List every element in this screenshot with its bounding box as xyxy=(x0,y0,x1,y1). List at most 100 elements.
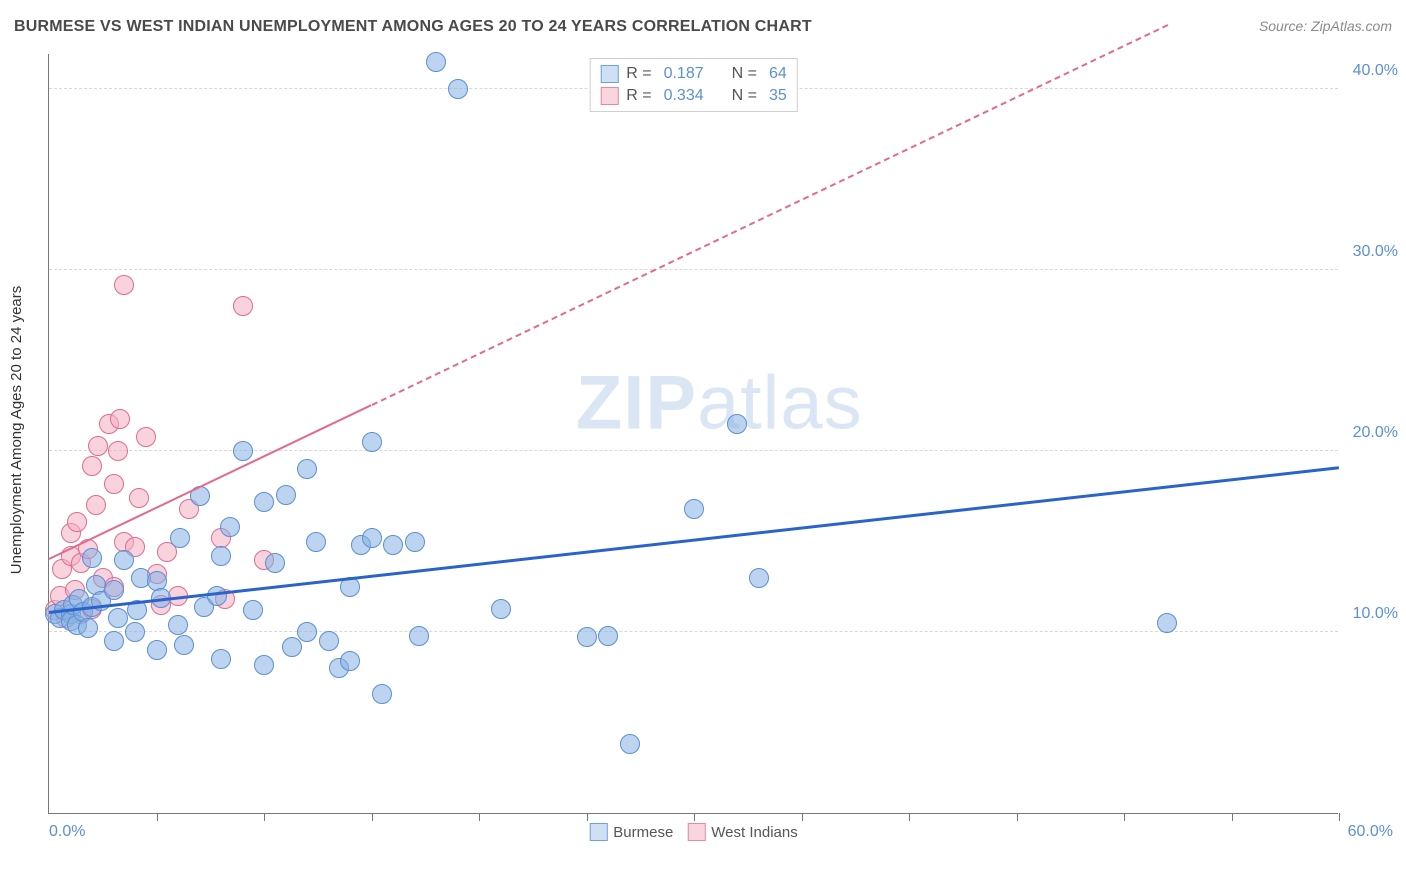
x-tick xyxy=(909,813,910,821)
scatter-point-westindian xyxy=(114,275,134,295)
scatter-point-burmese xyxy=(243,600,263,620)
scatter-point-burmese xyxy=(684,499,704,519)
scatter-point-burmese xyxy=(362,528,382,548)
y-axis-label: Unemployment Among Ages 20 to 24 years xyxy=(8,286,25,575)
chart-title: BURMESE VS WEST INDIAN UNEMPLOYMENT AMON… xyxy=(14,18,812,36)
r-label: R = xyxy=(626,65,651,83)
scatter-point-burmese xyxy=(297,459,317,479)
n-label: N = xyxy=(732,65,757,83)
scatter-point-burmese xyxy=(220,517,240,537)
scatter-point-westindian xyxy=(86,495,106,515)
legend-label: West Indians xyxy=(711,824,797,841)
gridline xyxy=(49,631,1338,632)
scatter-point-westindian xyxy=(136,427,156,447)
x-tick xyxy=(1124,813,1125,821)
legend-swatch xyxy=(600,65,618,83)
scatter-point-burmese xyxy=(620,734,640,754)
watermark-zip: ZIP xyxy=(576,361,697,446)
n-value: 64 xyxy=(769,65,787,83)
x-tick xyxy=(587,813,588,821)
scatter-point-burmese xyxy=(426,52,446,72)
source-prefix: Source: xyxy=(1259,18,1311,34)
scatter-point-burmese xyxy=(211,649,231,669)
x-tick xyxy=(372,813,373,821)
gridline xyxy=(49,269,1338,270)
scatter-point-burmese xyxy=(362,432,382,452)
scatter-point-burmese xyxy=(383,535,403,555)
scatter-point-westindian xyxy=(67,512,87,532)
scatter-point-westindian xyxy=(104,474,124,494)
x-tick xyxy=(479,813,480,821)
scatter-point-burmese xyxy=(577,627,597,647)
scatter-point-burmese xyxy=(306,532,326,552)
source-attribution: Source: ZipAtlas.com xyxy=(1259,18,1392,36)
scatter-point-burmese xyxy=(108,608,128,628)
series-legend: Burmese West Indians xyxy=(589,823,797,841)
y-tick-label: 10.0% xyxy=(1353,605,1398,623)
scatter-point-burmese xyxy=(598,626,618,646)
scatter-point-burmese xyxy=(254,492,274,512)
scatter-point-burmese xyxy=(82,548,102,568)
y-tick-label: 30.0% xyxy=(1353,243,1398,261)
scatter-point-westindian xyxy=(88,436,108,456)
x-tick xyxy=(694,813,695,821)
x-tick xyxy=(802,813,803,821)
scatter-point-burmese xyxy=(170,528,190,548)
plot-area: ZIPatlas R =0.187N =64R =0.334N =35 Burm… xyxy=(48,54,1338,814)
stats-legend-row: R = 0.187 N = 64 xyxy=(600,63,787,85)
scatter-point-burmese xyxy=(78,618,98,638)
scatter-point-burmese xyxy=(372,684,392,704)
y-tick-label: 40.0% xyxy=(1353,62,1398,80)
r-value: 0.187 xyxy=(664,65,704,83)
stats-legend: R = 0.187 N = 64 R = 0.334 N = 35 xyxy=(589,58,798,112)
scatter-point-burmese xyxy=(276,485,296,505)
legend-swatch xyxy=(600,87,618,105)
scatter-point-burmese xyxy=(282,637,302,657)
trend-line-burmese xyxy=(49,466,1339,614)
scatter-point-westindian xyxy=(110,409,130,429)
scatter-point-burmese xyxy=(491,599,511,619)
n-label: N = xyxy=(732,87,757,105)
x-tick xyxy=(1017,813,1018,821)
legend-swatch xyxy=(589,823,607,841)
scatter-point-burmese xyxy=(125,622,145,642)
scatter-point-burmese xyxy=(104,580,124,600)
y-tick-label: 20.0% xyxy=(1353,424,1398,442)
scatter-point-burmese xyxy=(254,655,274,675)
scatter-point-westindian xyxy=(108,441,128,461)
legend-item: Burmese xyxy=(589,823,673,841)
scatter-point-burmese xyxy=(233,441,253,461)
x-tick xyxy=(264,813,265,821)
scatter-point-burmese xyxy=(448,79,468,99)
scatter-point-burmese xyxy=(147,640,167,660)
scatter-point-burmese xyxy=(319,631,339,651)
x-tick xyxy=(157,813,158,821)
scatter-point-burmese xyxy=(265,553,285,573)
x-tick xyxy=(1232,813,1233,821)
r-value: 0.334 xyxy=(664,87,704,105)
stats-legend-row: R = 0.334 N = 35 xyxy=(600,85,787,107)
scatter-point-westindian xyxy=(82,456,102,476)
r-label: R = xyxy=(626,87,651,105)
scatter-point-burmese xyxy=(297,622,317,642)
watermark-atlas: atlas xyxy=(697,361,863,446)
watermark: ZIPatlas xyxy=(576,360,863,447)
scatter-point-burmese xyxy=(114,550,134,570)
scatter-point-westindian xyxy=(233,296,253,316)
n-value: 35 xyxy=(769,87,787,105)
x-axis-min-label: 0.0% xyxy=(49,823,85,841)
source-name: ZipAtlas.com xyxy=(1311,18,1392,34)
scatter-point-burmese xyxy=(749,568,769,588)
scatter-point-westindian xyxy=(129,488,149,508)
x-tick xyxy=(1339,813,1340,821)
scatter-point-burmese xyxy=(211,546,231,566)
scatter-point-burmese xyxy=(168,615,188,635)
scatter-point-burmese xyxy=(104,631,124,651)
scatter-point-burmese xyxy=(340,651,360,671)
scatter-point-burmese xyxy=(1157,613,1177,633)
legend-label: Burmese xyxy=(613,824,673,841)
legend-item: West Indians xyxy=(687,823,797,841)
scatter-point-burmese xyxy=(174,635,194,655)
x-axis-max-label: 60.0% xyxy=(1348,823,1393,841)
scatter-point-burmese xyxy=(409,626,429,646)
